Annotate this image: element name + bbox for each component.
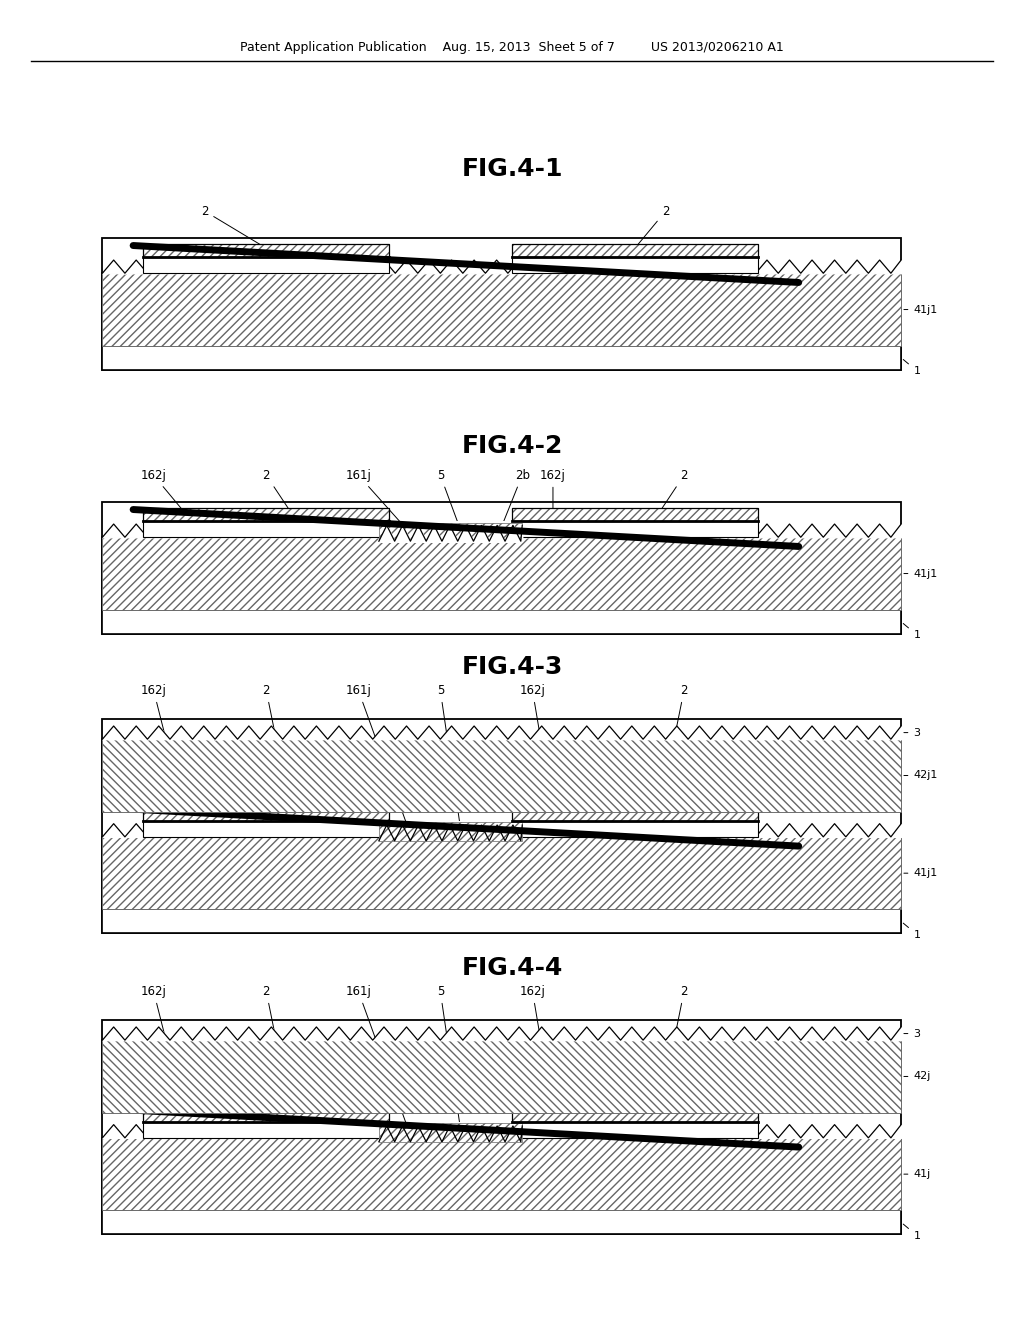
Bar <box>512 508 758 521</box>
Bar <box>102 1138 901 1210</box>
Bar <box>379 1122 522 1143</box>
Text: FIG.4-4: FIG.4-4 <box>462 956 562 979</box>
Text: 3: 3 <box>904 727 921 738</box>
Bar <box>102 502 901 634</box>
Bar <box>512 808 758 821</box>
Text: 162j: 162j <box>519 985 553 1110</box>
Text: FIG.4-1: FIG.4-1 <box>461 157 563 181</box>
Bar <box>512 244 758 257</box>
Bar <box>102 537 901 610</box>
Bar <box>379 821 522 842</box>
Text: 3: 3 <box>904 1028 921 1039</box>
Bar <box>512 808 758 821</box>
Text: 1: 1 <box>903 359 921 376</box>
Bar <box>102 1040 901 1113</box>
Bar <box>512 821 758 837</box>
Bar <box>379 521 522 543</box>
Text: 41j1: 41j1 <box>904 569 938 578</box>
Text: 162j: 162j <box>140 469 182 510</box>
Bar <box>143 821 389 837</box>
Bar <box>512 508 758 521</box>
Bar <box>379 1123 522 1142</box>
Text: 42j1: 42j1 <box>904 771 938 780</box>
Text: 2: 2 <box>262 985 290 1110</box>
Bar <box>512 1109 758 1122</box>
Bar <box>102 1040 901 1113</box>
Text: 161j: 161j <box>345 684 409 829</box>
Bar <box>102 610 901 634</box>
Text: 1: 1 <box>903 623 921 640</box>
Text: 162j: 162j <box>140 684 183 809</box>
Bar <box>102 238 901 370</box>
Text: 41j1: 41j1 <box>904 869 938 878</box>
Bar <box>143 808 389 821</box>
Text: FIG.4-2: FIG.4-2 <box>462 434 562 458</box>
Text: 161j: 161j <box>345 469 408 531</box>
Bar <box>143 244 389 257</box>
Text: 1: 1 <box>903 923 921 940</box>
Bar <box>512 1122 758 1138</box>
Text: 42j: 42j <box>904 1072 931 1081</box>
Bar <box>102 739 901 812</box>
Text: 5: 5 <box>436 985 461 1129</box>
Text: 2: 2 <box>660 684 688 809</box>
Text: 41j: 41j <box>904 1170 931 1179</box>
Text: 2: 2 <box>637 205 670 246</box>
Bar <box>102 1020 901 1234</box>
Bar <box>143 257 389 273</box>
Bar <box>143 508 389 521</box>
Bar <box>102 719 901 933</box>
Bar <box>102 273 901 346</box>
Text: 5: 5 <box>436 469 460 528</box>
Bar <box>512 244 758 257</box>
Text: 2b: 2b <box>503 469 529 524</box>
Bar <box>512 257 758 273</box>
Bar <box>143 508 389 521</box>
Bar <box>143 808 389 821</box>
Bar <box>102 837 901 909</box>
Bar <box>102 909 901 933</box>
Text: 162j: 162j <box>540 469 566 510</box>
Bar <box>102 1138 901 1210</box>
Text: 162j: 162j <box>140 985 183 1110</box>
Text: FIG.4-3: FIG.4-3 <box>462 655 562 678</box>
Text: 2: 2 <box>660 985 688 1110</box>
Bar <box>143 521 389 537</box>
Bar <box>379 523 522 541</box>
Text: 41j1: 41j1 <box>904 305 938 314</box>
Bar <box>512 521 758 537</box>
Bar <box>143 1109 389 1122</box>
Text: 2: 2 <box>262 469 289 510</box>
Text: 2: 2 <box>262 684 290 809</box>
Bar <box>379 822 522 841</box>
Text: Patent Application Publication    Aug. 15, 2013  Sheet 5 of 7         US 2013/02: Patent Application Publication Aug. 15, … <box>240 41 784 54</box>
Text: 162j: 162j <box>519 684 553 809</box>
Bar <box>102 739 901 812</box>
Bar <box>102 346 901 370</box>
Text: 5: 5 <box>436 684 461 828</box>
Text: 161j: 161j <box>345 985 409 1130</box>
Bar <box>143 1122 389 1138</box>
Text: 2: 2 <box>662 469 688 510</box>
Bar <box>102 837 901 909</box>
Bar <box>102 1210 901 1234</box>
Text: 1: 1 <box>903 1224 921 1241</box>
Bar <box>512 1109 758 1122</box>
Bar <box>102 537 901 610</box>
Bar <box>143 244 389 257</box>
Text: 2: 2 <box>201 205 264 247</box>
Bar <box>102 273 901 346</box>
Bar <box>143 1109 389 1122</box>
